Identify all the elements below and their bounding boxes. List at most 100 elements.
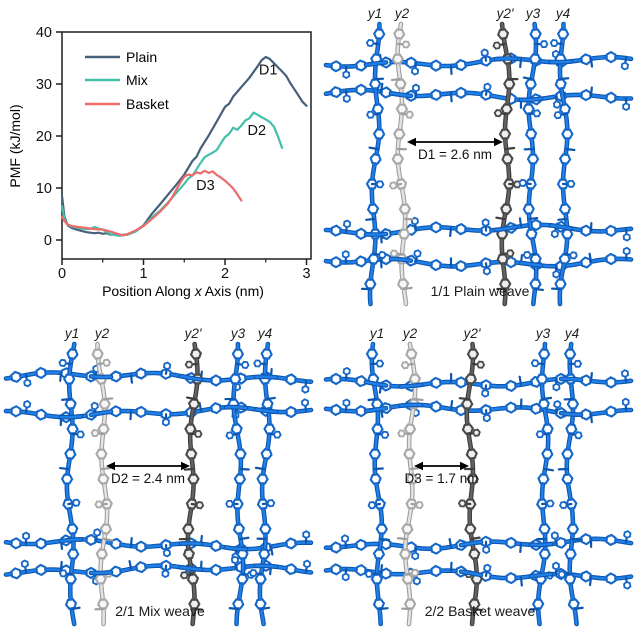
ring	[561, 473, 574, 485]
side-ring	[480, 48, 489, 58]
x-axis-title: Position Along x Axis (nm)	[102, 283, 264, 299]
ring	[554, 78, 567, 90]
legend-label-basket: Basket	[126, 96, 169, 112]
ring	[556, 28, 570, 40]
crossing-patch	[89, 571, 113, 575]
ring	[498, 128, 512, 140]
side-group	[103, 537, 114, 542]
ring	[371, 423, 384, 435]
side-ring	[58, 358, 68, 368]
side-group	[373, 467, 384, 471]
side-ring	[301, 384, 310, 394]
ring	[236, 573, 249, 585]
side-group	[129, 537, 133, 548]
side-group	[571, 537, 582, 541]
crossing-patch	[179, 566, 203, 571]
ring	[405, 56, 417, 69]
side-group	[519, 542, 523, 554]
ring	[565, 423, 578, 435]
ring	[210, 539, 222, 553]
ring	[234, 448, 247, 460]
mix-weave-panel: y1 y2 y2' y3 y4 D2 = 2.4 nm 2/1 Mix weave	[0, 320, 320, 640]
side-group	[518, 217, 523, 228]
ring	[371, 103, 384, 115]
side-ring	[405, 110, 415, 119]
side-group	[573, 606, 584, 611]
ring	[529, 28, 542, 40]
side-group	[588, 576, 593, 587]
side-group	[522, 76, 533, 81]
ring	[498, 278, 512, 290]
ring	[496, 253, 509, 265]
side-group	[129, 410, 133, 421]
ring	[398, 548, 412, 560]
strand-label-y1: y1	[369, 326, 384, 341]
curve-annotation-d1: D1	[259, 63, 278, 79]
ring	[460, 398, 474, 410]
ring	[505, 536, 517, 550]
side-ring	[248, 568, 258, 578]
side-group	[565, 147, 576, 152]
ring	[355, 227, 367, 241]
side-ring	[482, 545, 491, 555]
side-ring	[401, 40, 411, 49]
strand-label-y4: y4	[564, 326, 579, 341]
ring	[186, 573, 200, 585]
ring	[110, 405, 122, 418]
ring	[260, 448, 273, 460]
crossing-patch	[254, 375, 278, 379]
side-group	[379, 564, 383, 575]
side-ring	[550, 531, 559, 541]
side-group	[59, 371, 63, 382]
ring	[35, 366, 47, 380]
side-ring	[366, 110, 375, 119]
strand-label-y3: y3	[535, 326, 551, 341]
ring	[541, 448, 554, 460]
ring	[372, 128, 386, 140]
side-ring	[266, 499, 276, 508]
ring	[558, 153, 572, 165]
ring	[505, 571, 517, 585]
side-group	[103, 397, 114, 401]
crossing-patch	[559, 377, 583, 382]
ring	[85, 533, 97, 547]
ring	[398, 203, 412, 215]
side-group	[239, 467, 250, 471]
side-ring	[23, 378, 32, 388]
y-tick-label: 20	[36, 129, 52, 145]
ring	[184, 423, 197, 435]
side-group	[192, 607, 204, 611]
y-tick-label: 40	[36, 25, 52, 41]
side-ring	[365, 38, 375, 48]
plain-weave-structure: y1 y2 y2' y3 y4 D1 = 2.6 nm	[323, 6, 634, 307]
ring	[505, 379, 517, 393]
side-group	[228, 607, 239, 611]
side-ring	[620, 369, 630, 378]
distance-label: D2 = 2.4 nm	[111, 471, 185, 486]
side-ring	[522, 250, 532, 260]
ring	[554, 278, 567, 290]
crossing-patch	[364, 61, 388, 67]
ring	[497, 28, 510, 40]
crossing-patch	[529, 542, 553, 547]
side-ring	[20, 559, 29, 569]
ring	[566, 398, 580, 410]
ring	[261, 398, 274, 410]
side-ring	[518, 178, 528, 188]
side-ring	[535, 430, 545, 439]
ring	[605, 533, 617, 547]
side-ring	[195, 501, 205, 510]
side-ring	[341, 249, 350, 259]
side-ring	[94, 500, 104, 509]
ring	[563, 573, 577, 585]
ring	[403, 598, 417, 610]
side-ring	[622, 102, 631, 112]
ring	[187, 473, 200, 485]
side-ring	[225, 431, 235, 440]
side-ring	[505, 249, 515, 258]
side-group	[269, 545, 274, 556]
strand-label-y3: y3	[230, 326, 246, 341]
side-ring	[23, 399, 32, 409]
side-group	[472, 607, 483, 612]
side-ring	[90, 401, 99, 411]
